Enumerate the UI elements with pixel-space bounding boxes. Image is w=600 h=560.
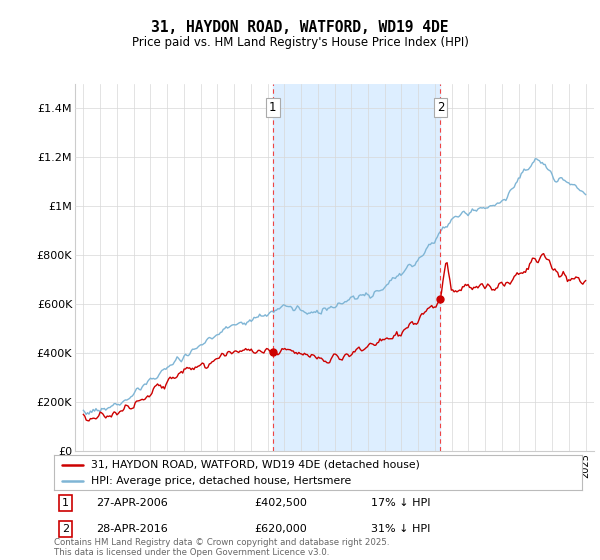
Text: 1: 1 <box>62 498 69 508</box>
Text: 27-APR-2006: 27-APR-2006 <box>96 498 168 508</box>
Text: £402,500: £402,500 <box>254 498 308 508</box>
Text: 28-APR-2016: 28-APR-2016 <box>96 524 168 534</box>
Text: 2: 2 <box>437 101 444 114</box>
Text: HPI: Average price, detached house, Hertsmere: HPI: Average price, detached house, Hert… <box>91 475 351 486</box>
Text: Contains HM Land Registry data © Crown copyright and database right 2025.
This d: Contains HM Land Registry data © Crown c… <box>54 538 389 557</box>
Text: £620,000: £620,000 <box>254 524 307 534</box>
Text: 31, HAYDON ROAD, WATFORD, WD19 4DE (detached house): 31, HAYDON ROAD, WATFORD, WD19 4DE (deta… <box>91 460 420 470</box>
Text: 31, HAYDON ROAD, WATFORD, WD19 4DE: 31, HAYDON ROAD, WATFORD, WD19 4DE <box>151 20 449 35</box>
Text: 31% ↓ HPI: 31% ↓ HPI <box>371 524 430 534</box>
Text: 2: 2 <box>62 524 69 534</box>
Bar <box>273 84 440 451</box>
Text: 1: 1 <box>269 101 277 114</box>
Text: 17% ↓ HPI: 17% ↓ HPI <box>371 498 430 508</box>
Text: Price paid vs. HM Land Registry's House Price Index (HPI): Price paid vs. HM Land Registry's House … <box>131 36 469 49</box>
